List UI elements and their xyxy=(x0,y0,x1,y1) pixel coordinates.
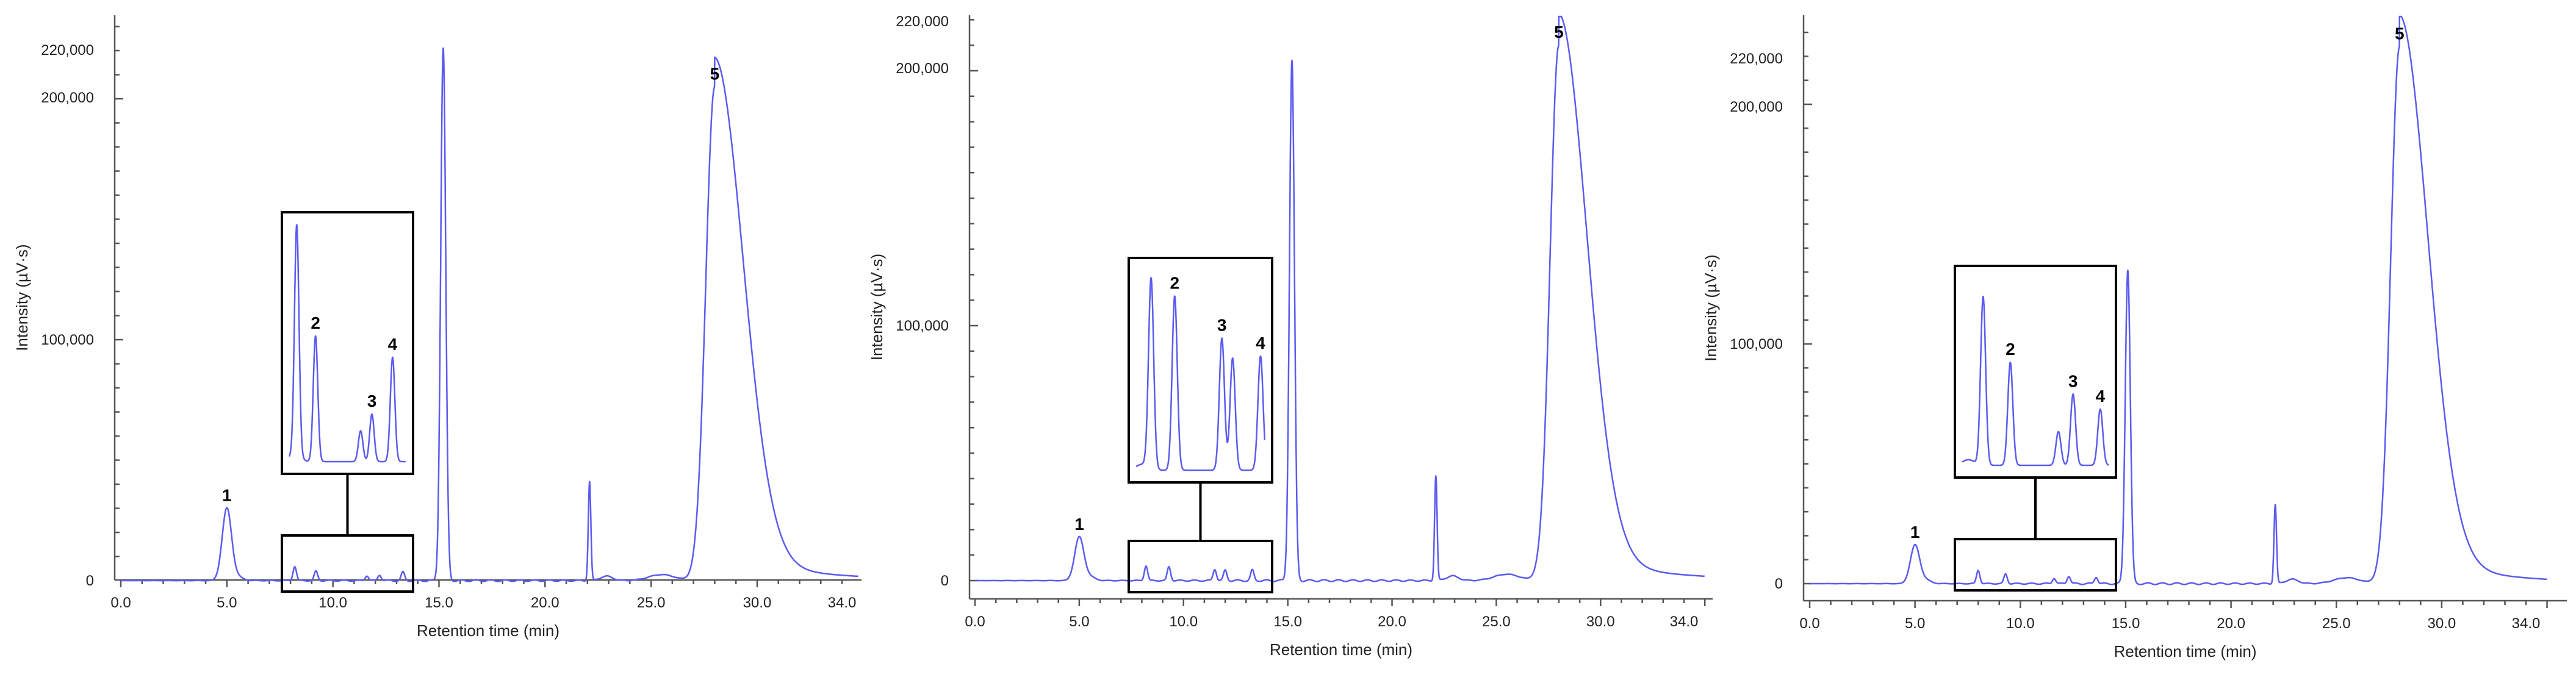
chart-panel-1: 0 100,000 200,000 220,000 0.0 5.0 10.0 15.0 20.0… xyxy=(13,15,862,640)
y-axis-title: Intensity (µV·s) xyxy=(868,254,886,360)
peak-label: 5 xyxy=(710,64,720,83)
x-tick-label: 30.0 xyxy=(1586,614,1615,630)
inset-box xyxy=(281,211,414,475)
chromatogram-trace xyxy=(1809,15,2548,585)
inset-peak-label: 4 xyxy=(1256,334,1265,353)
x-tick-label: 34.0 xyxy=(1670,614,1699,630)
inset-peak-label: 2 xyxy=(311,313,320,332)
y-tick-label: 220,000 xyxy=(896,13,949,30)
y-axis-title: Intensity (µV·s) xyxy=(1702,254,1720,361)
y-tick-label: 220,000 xyxy=(1730,51,1783,67)
inset-peak-label: 4 xyxy=(388,335,398,354)
x-axis-title: Retention time (min) xyxy=(2114,642,2256,660)
y-tick-label: 100,000 xyxy=(896,318,949,334)
y-tick-label: 0 xyxy=(1775,576,1783,592)
peak-label: 5 xyxy=(1554,23,1564,41)
x-tick-label: 25.0 xyxy=(637,595,666,611)
inset-peak-label: 3 xyxy=(2068,371,2078,390)
x-tick-label: 0.0 xyxy=(1799,615,1819,632)
x-tick-label: 5.0 xyxy=(1069,614,1089,630)
inset-peak-label: 2 xyxy=(2006,340,2015,359)
x-tick-label: 20.0 xyxy=(2217,615,2245,632)
y-tick-label: 200,000 xyxy=(1730,99,1783,115)
y-tick-label: 200,000 xyxy=(896,60,949,77)
x-tick-label: 20.0 xyxy=(531,595,559,611)
x-tick-label: 25.0 xyxy=(2322,615,2351,632)
y-tick-label: 100,000 xyxy=(1730,336,1783,353)
chromatogram-trace xyxy=(974,15,1705,582)
x-tick-label: 5.0 xyxy=(1905,615,1925,632)
x-tick-label: 30.0 xyxy=(743,595,772,611)
x-tick-label: 5.0 xyxy=(217,595,237,611)
x-tick-label: 25.0 xyxy=(1482,614,1511,630)
chart-panel-2: 0 100,000 200,000 220,000 0.0 5.0 10.0 15.0 20.0… xyxy=(868,13,1713,659)
inset-trace xyxy=(288,224,406,463)
x-tick-label: 15.0 xyxy=(2112,615,2140,632)
x-tick-label: 30.0 xyxy=(2428,615,2456,632)
x-tick-label: 10.0 xyxy=(1169,614,1198,630)
inset-peak-label: 3 xyxy=(1217,316,1227,335)
x-axis-title: Retention time (min) xyxy=(417,621,559,640)
y-tick-label: 200,000 xyxy=(41,90,94,106)
x-tick-label: 15.0 xyxy=(1273,614,1302,630)
zoom-region-box xyxy=(281,534,414,593)
inset-peak-label: 3 xyxy=(367,392,377,410)
y-axis-title: Intensity (µV·s) xyxy=(13,244,31,351)
x-axis-title: Retention time (min) xyxy=(1270,640,1412,659)
y-tick-label: 100,000 xyxy=(41,332,94,348)
x-tick-label: 0.0 xyxy=(965,614,985,630)
chart-panel-3: 0 100,000 200,000 220,000 0.0 5.0 10.0 15.0 20.0… xyxy=(1702,15,2567,660)
inset-peak-label: 2 xyxy=(1170,274,1180,293)
x-tick-label: 34.0 xyxy=(828,595,857,611)
chromatogram-trace xyxy=(120,47,859,582)
x-tick-label: 15.0 xyxy=(425,595,453,611)
y-tick-label: 0 xyxy=(86,573,94,589)
x-tick-label: 10.0 xyxy=(2006,615,2035,632)
y-tick-label: 220,000 xyxy=(41,42,94,59)
inset-peak-label: 4 xyxy=(2095,387,2105,406)
peak-label: 1 xyxy=(1910,523,1920,542)
y-tick-label: 0 xyxy=(941,573,949,589)
x-tick-label: 20.0 xyxy=(1378,614,1406,630)
x-tick-label: 10.0 xyxy=(318,595,347,611)
x-tick-label: 34.0 xyxy=(2512,615,2541,632)
peak-label: 1 xyxy=(1074,515,1084,534)
peak-label: 5 xyxy=(2395,24,2405,43)
inset-box xyxy=(1954,265,2117,479)
peak-label: 1 xyxy=(222,486,232,505)
zoom-region-box xyxy=(1128,540,1273,593)
inset-trace xyxy=(1135,277,1266,471)
inset-trace xyxy=(1961,295,2109,467)
x-tick-label: 0.0 xyxy=(110,595,131,611)
